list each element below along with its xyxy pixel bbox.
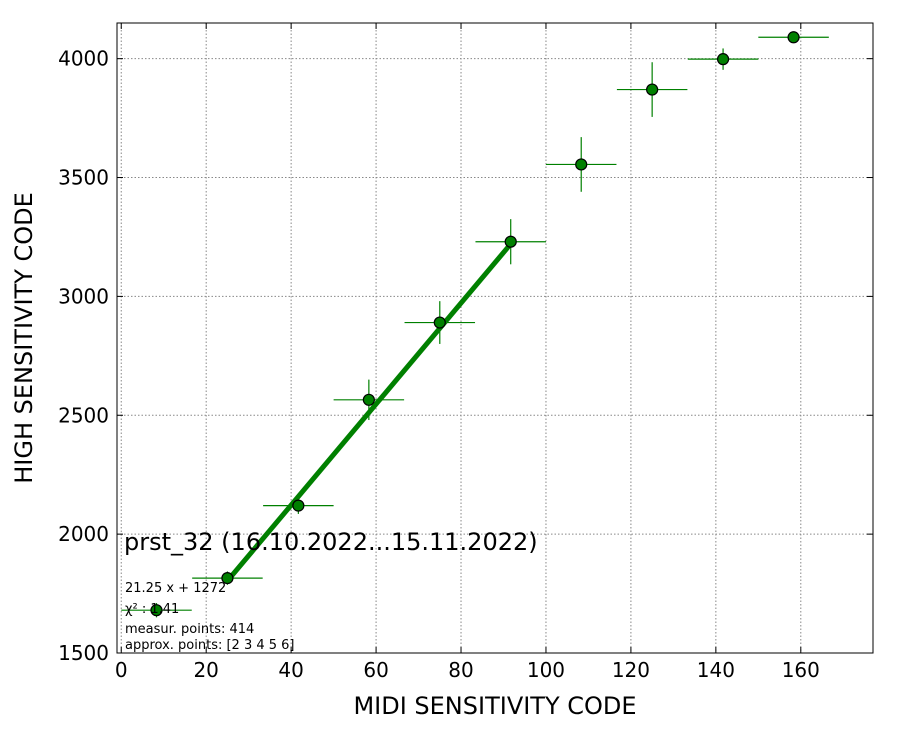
y-tick-label: 3500 (58, 166, 109, 190)
fit-line (225, 242, 513, 583)
y-tick-label: 3000 (58, 284, 109, 308)
data-point (221, 572, 234, 585)
data-point (292, 499, 305, 512)
measur-points-annotation: measur. points: 414 (125, 622, 254, 637)
x-tick-label: 40 (278, 658, 303, 682)
formula-annotation: 21.25 x + 1272 (125, 581, 226, 596)
x-tick-label: 60 (363, 658, 388, 682)
grid (117, 23, 873, 654)
y-tick-label: 2500 (58, 403, 109, 427)
data-point (362, 393, 375, 406)
chi2-annotation: χ² : 1.41 (125, 602, 179, 617)
x-tick-label: 20 (193, 658, 218, 682)
y-tick-label: 4000 (58, 47, 109, 71)
x-tick-label: 140 (697, 658, 735, 682)
data-point (716, 53, 730, 66)
data-point (150, 604, 163, 617)
plot-frame (116, 22, 874, 654)
x-tick-label: 160 (782, 658, 820, 682)
x-tick-label: 80 (448, 658, 473, 682)
data-point (433, 316, 446, 329)
data-point (787, 31, 800, 44)
x-tick-label: 100 (527, 658, 565, 682)
data-point (504, 235, 517, 248)
data-point (646, 83, 659, 96)
approx-points-annotation: approx. points: [2 3 4 5 6] (125, 638, 295, 653)
y-axis-title: HIGH SENSITIVITY CODE (10, 192, 38, 484)
y-tick-label: 2000 (58, 522, 109, 546)
y-tick-label: 1500 (58, 641, 109, 665)
plot-background (117, 23, 873, 653)
data-point (575, 158, 588, 171)
x-tick-label: 0 (115, 658, 128, 682)
data-markers (150, 31, 800, 617)
station-annotation: prst_32 (16.10.2022...15.11.2022) (124, 528, 538, 556)
x-axis-title: MIDI SENSITIVITY CODE (353, 692, 636, 720)
fit-line-group (225, 242, 513, 583)
x-tick-label: 120 (612, 658, 650, 682)
axis-ticks: 0 20 40 60 80 100 120 140 160 1500 2000 2500 3000 350… (58, 23, 873, 682)
